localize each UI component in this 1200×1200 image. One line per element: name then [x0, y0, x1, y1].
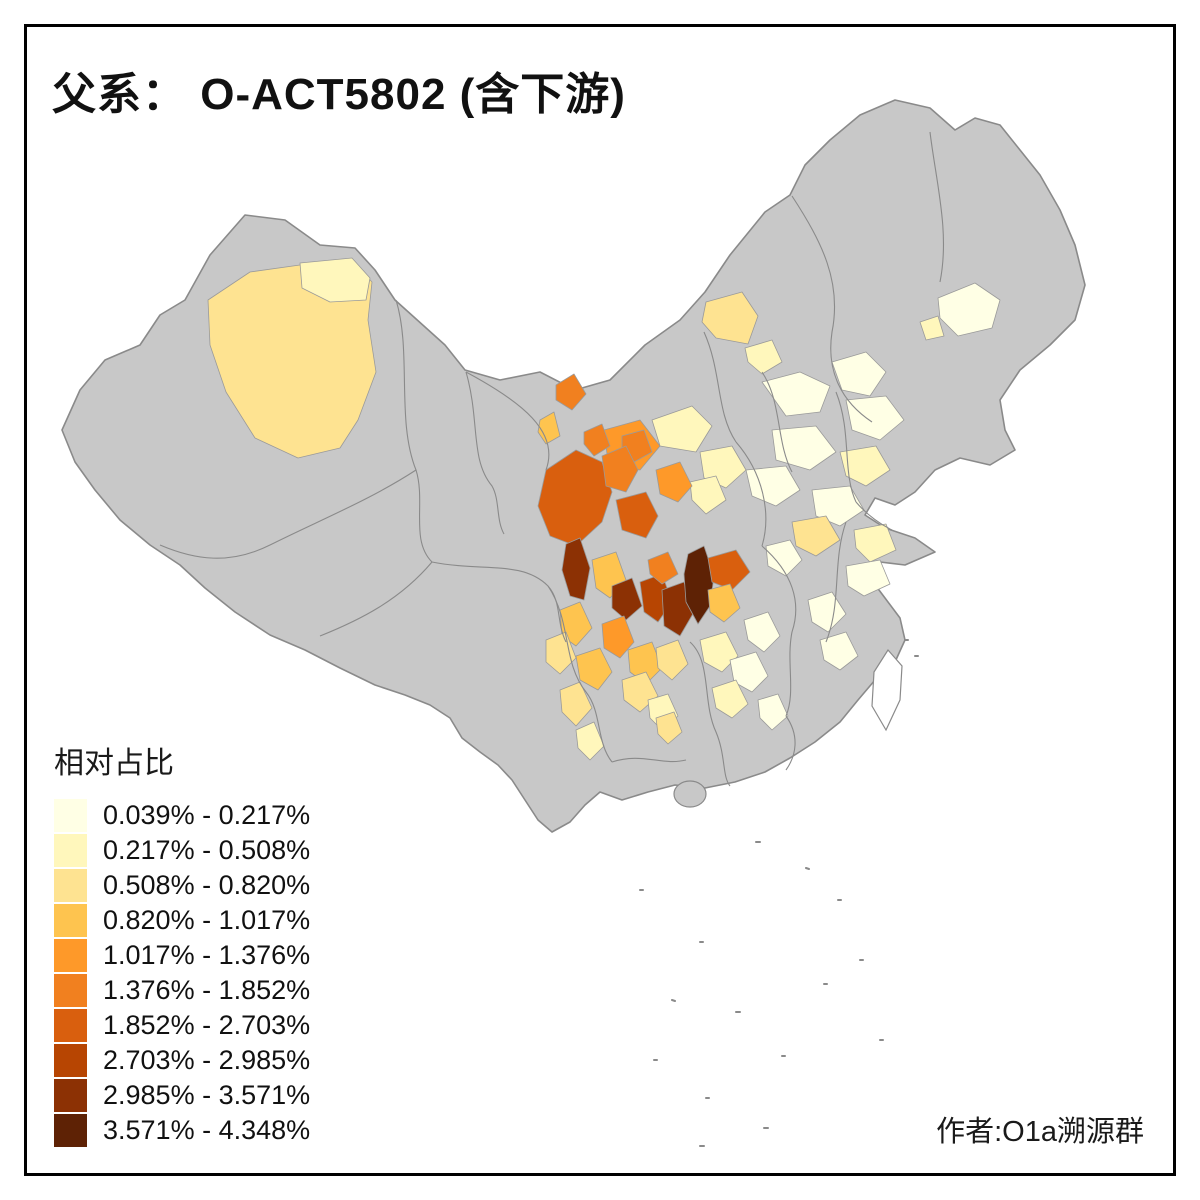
- map-region: [537, 411, 561, 445]
- map-region: [559, 681, 593, 727]
- legend-row: 3.571% - 4.348%: [54, 1113, 384, 1148]
- legend-swatch: [54, 869, 87, 902]
- legend-label: 0.820% - 1.017%: [103, 905, 311, 935]
- attribution: 作者:O1a溯源群: [936, 1116, 1144, 1148]
- legend-swatch: [54, 939, 87, 972]
- map-region: [853, 523, 897, 563]
- page-title: 父系： O-ACT5802 (含下游): [52, 70, 626, 119]
- map-region: [647, 551, 679, 585]
- province-borders: [159, 131, 945, 787]
- taiwan-island: [871, 649, 903, 732]
- legend-row: 1.017% - 1.376%: [54, 938, 384, 973]
- map-region: [771, 425, 837, 471]
- map-region: [299, 257, 371, 303]
- map-region: [839, 445, 891, 487]
- legend-row: 1.852% - 2.703%: [54, 1008, 384, 1043]
- map-region: [831, 351, 887, 397]
- legend-label: 2.703% - 2.985%: [103, 1045, 311, 1075]
- map-region: [701, 291, 759, 345]
- map-region: [683, 545, 715, 625]
- map-region: [745, 465, 801, 507]
- map-region: [555, 373, 587, 411]
- south-china-sea-islands: [639, 639, 919, 1147]
- legend-swatch: [54, 1044, 87, 1077]
- legend-swatch: [54, 904, 87, 937]
- map-region: [819, 631, 859, 671]
- map-region: [561, 537, 591, 601]
- map-region: [651, 405, 713, 453]
- map-region: [845, 559, 891, 597]
- map-region: [845, 395, 905, 441]
- legend-swatch: [54, 974, 87, 1007]
- legend-row: 0.820% - 1.017%: [54, 903, 384, 938]
- map-regions: [207, 257, 1001, 761]
- legend-row: 2.985% - 3.571%: [54, 1078, 384, 1113]
- map-region: [765, 539, 803, 577]
- map-region: [601, 615, 635, 659]
- map-region: [575, 647, 613, 691]
- legend-swatch: [54, 834, 87, 867]
- legend-label: 1.017% - 1.376%: [103, 940, 311, 970]
- map-region: [615, 491, 659, 539]
- map-region: [729, 651, 769, 693]
- legend-label: 3.571% - 4.348%: [103, 1115, 311, 1145]
- legend-swatch: [54, 1009, 87, 1042]
- map-region: [655, 639, 689, 681]
- map-region: [627, 641, 663, 685]
- map-region: [537, 449, 613, 547]
- legend-label: 0.508% - 0.820%: [103, 870, 311, 900]
- legend-row: 2.703% - 2.985%: [54, 1043, 384, 1078]
- map-region: [583, 423, 611, 457]
- map-region: [757, 693, 789, 731]
- legend-title: 相对占比: [54, 747, 174, 780]
- legend-label: 1.376% - 1.852%: [103, 975, 311, 1005]
- map-region: [919, 315, 945, 341]
- map-region: [791, 515, 841, 557]
- legend-label: 2.985% - 3.571%: [103, 1080, 311, 1110]
- map-region: [699, 631, 739, 673]
- legend-label: 0.217% - 0.508%: [103, 835, 311, 865]
- map-region: [761, 371, 831, 417]
- legend-label: 1.852% - 2.703%: [103, 1010, 311, 1040]
- map-region: [807, 591, 847, 633]
- legend-swatch: [54, 1079, 87, 1112]
- legend-swatch: [54, 799, 87, 832]
- map-region: [937, 282, 1001, 337]
- map-region: [743, 611, 781, 653]
- legend-swatch: [54, 1114, 87, 1147]
- map-region: [744, 339, 783, 375]
- map-region: [575, 721, 605, 761]
- map-region: [655, 461, 693, 503]
- map-region: [707, 583, 741, 623]
- map-region: [611, 577, 643, 621]
- map-region: [655, 711, 683, 745]
- hainan-island: [673, 780, 707, 808]
- map-region: [711, 679, 749, 719]
- legend-row: 0.217% - 0.508%: [54, 833, 384, 868]
- map-region: [689, 475, 727, 515]
- legend-row: 0.508% - 0.820%: [54, 868, 384, 903]
- map-region: [601, 445, 639, 493]
- map-region: [707, 549, 751, 591]
- legend-label: 0.039% - 0.217%: [103, 800, 311, 830]
- legend: 相对占比 0.039% - 0.217% 0.217% - 0.508% 0.5…: [54, 738, 384, 1148]
- legend-row: 0.039% - 0.217%: [54, 798, 384, 833]
- legend-row: 1.376% - 1.852%: [54, 973, 384, 1008]
